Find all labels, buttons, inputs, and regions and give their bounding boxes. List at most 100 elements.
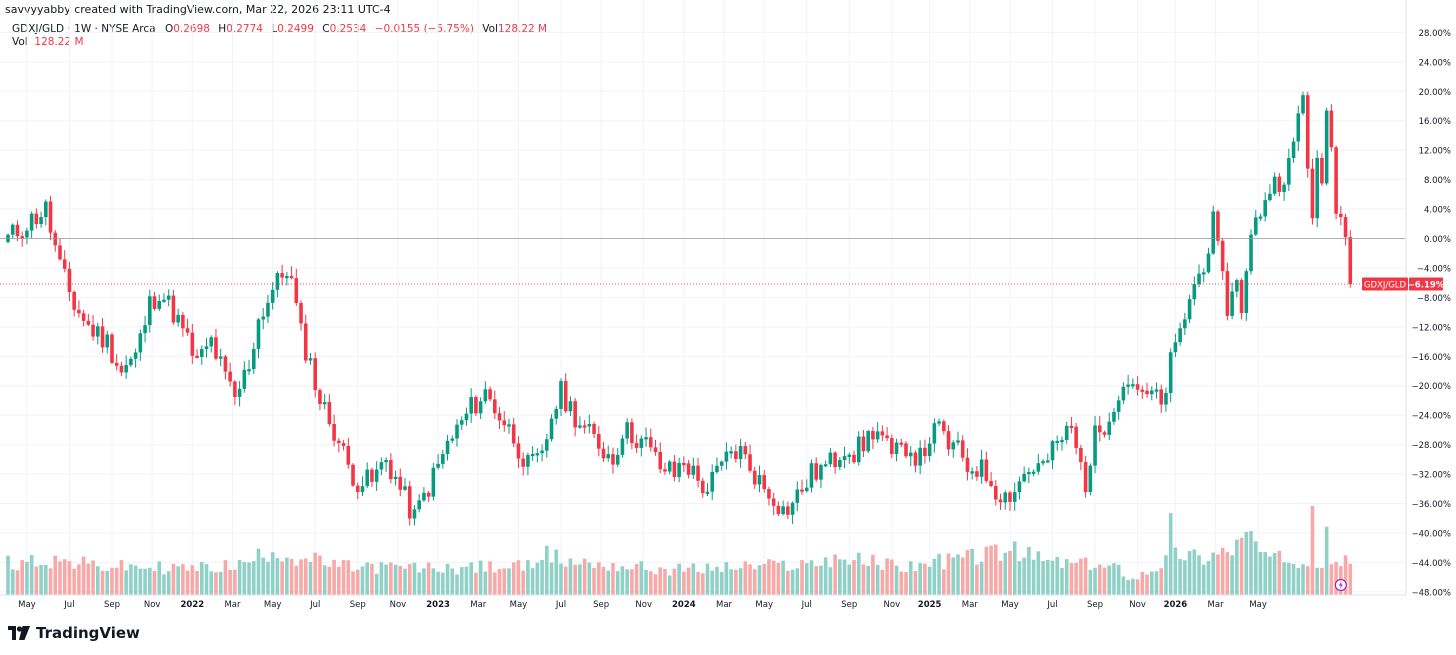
- candle-body: [752, 470, 757, 485]
- candle-body: [1220, 240, 1225, 272]
- volume-bar: [398, 566, 403, 595]
- candle-body: [1287, 158, 1291, 185]
- candle-body: [1116, 400, 1121, 412]
- volume-bar: [166, 571, 171, 595]
- candle-body: [1031, 471, 1036, 474]
- volume-bar: [502, 568, 507, 595]
- candle-body: [890, 438, 894, 454]
- volume-bar: [748, 564, 752, 595]
- volume-key: Vol: [12, 36, 28, 48]
- candle-body: [1017, 481, 1022, 493]
- candle-body: [327, 402, 332, 425]
- volume-bar: [459, 567, 464, 595]
- volume-bar: [403, 568, 407, 595]
- volume-bar: [1239, 537, 1244, 595]
- price-chart[interactable]: 28.00% 24.00% 20.00% 16.00% 12.00% 8.00% 4.00%…: [0, 0, 1456, 618]
- volume-bar: [29, 555, 34, 595]
- volume-bar: [918, 563, 922, 595]
- volume-bar: [1145, 574, 1149, 595]
- candle-body: [1173, 342, 1178, 353]
- x-tick-label: Mar: [470, 600, 487, 610]
- candle-body: [1079, 447, 1083, 463]
- candle-body: [10, 224, 15, 235]
- candle-body: [313, 358, 318, 391]
- volume-bar: [776, 562, 781, 595]
- x-tick-label: Sep: [350, 600, 366, 610]
- candle-body: [587, 424, 592, 427]
- x-axis: May Jul Sep Nov 2022 Mar May Jul Sep Nov 2023 Mar Ma…: [0, 594, 1406, 610]
- candle-body: [994, 486, 998, 500]
- chart-frame[interactable]: savvyyabby created with TradingView.com,…: [0, 0, 1456, 618]
- candle-body: [686, 463, 691, 475]
- volume-bar: [129, 564, 133, 595]
- volume-bar: [1036, 551, 1041, 595]
- volume-bar: [39, 564, 43, 595]
- x-tick-label: May: [755, 600, 773, 610]
- volume-bar: [956, 554, 960, 595]
- candle-body: [1003, 492, 1008, 503]
- candle-body: [143, 325, 147, 334]
- volume-bar: [1211, 552, 1216, 595]
- volume-bar: [1253, 541, 1258, 595]
- volume-bar: [771, 560, 776, 595]
- volume-bar: [256, 548, 261, 595]
- volume-bar: [932, 558, 937, 595]
- volume-bar: [332, 559, 336, 595]
- volume-bar: [1126, 579, 1130, 595]
- candle-body: [1140, 389, 1145, 392]
- volume-bar: [644, 569, 648, 595]
- candle-body: [1036, 463, 1041, 472]
- candle-body: [710, 471, 715, 492]
- volume-bar: [1154, 571, 1159, 595]
- y-tick-label: −48.00%: [1411, 588, 1451, 598]
- volume-bar: [975, 564, 979, 595]
- volume-bar: [908, 561, 913, 595]
- candle-body: [1131, 384, 1135, 387]
- volume-bar: [1008, 550, 1012, 595]
- volume-bar: [1012, 541, 1017, 595]
- volume-bar: [450, 568, 455, 595]
- volume-bar: [611, 563, 615, 595]
- candle-body: [1258, 216, 1263, 219]
- volume-bar: [1107, 565, 1112, 595]
- candle-body: [923, 447, 927, 456]
- volume-bar: [620, 566, 625, 595]
- volume-bar: [124, 570, 128, 595]
- candle-body: [904, 443, 908, 457]
- candle-body: [1230, 291, 1234, 316]
- candle-body: [441, 454, 445, 464]
- volume-bar: [497, 568, 502, 595]
- volume-bar: [62, 559, 67, 595]
- volume-bar: [110, 567, 114, 595]
- volume-bar: [559, 563, 563, 595]
- volume-bar: [521, 570, 525, 595]
- candle-body: [370, 469, 374, 482]
- candle-body: [1301, 95, 1305, 114]
- volume-bar: [143, 568, 147, 595]
- candle-body: [44, 201, 48, 218]
- volume-bar: [1064, 559, 1069, 595]
- volume-bars: [6, 506, 1353, 595]
- x-tick-label: Nov: [390, 600, 407, 610]
- volume-bar: [1055, 556, 1060, 595]
- volume-bar: [885, 558, 889, 595]
- volume-bar: [493, 572, 497, 595]
- volume-bar: [176, 566, 180, 595]
- volume-bar: [937, 553, 941, 595]
- candle-body: [956, 440, 960, 443]
- y-tick-label: 28.00%: [1419, 29, 1451, 39]
- volume-bar: [880, 569, 885, 595]
- candle-body: [53, 232, 58, 246]
- candle-body: [1211, 211, 1216, 254]
- candle-body: [951, 442, 956, 450]
- candle-body: [1069, 425, 1074, 429]
- candle-body: [351, 464, 355, 486]
- x-tick-label: May: [18, 600, 36, 610]
- candle-body: [483, 389, 488, 402]
- candle-body: [852, 454, 856, 463]
- candle-body: [67, 268, 72, 292]
- volume-bar: [228, 569, 232, 595]
- candle-body: [48, 201, 53, 233]
- y-tick-label: −40.00%: [1411, 529, 1451, 539]
- candle-body: [1263, 200, 1267, 217]
